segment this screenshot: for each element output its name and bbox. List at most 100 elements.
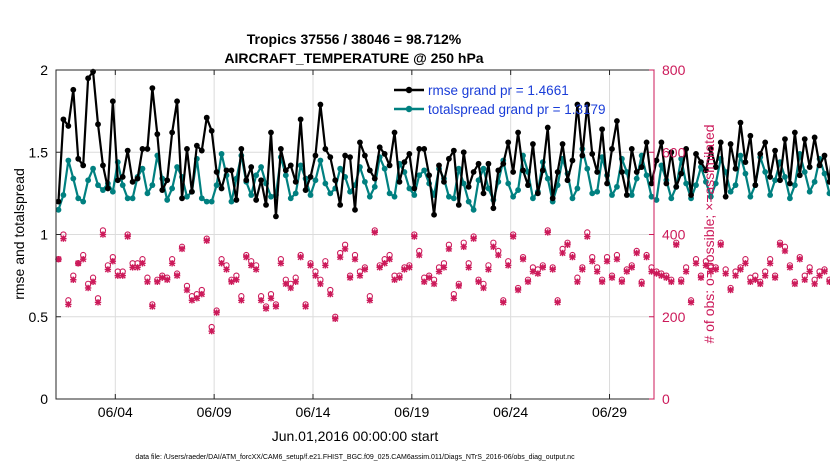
- totalspread-point: [95, 182, 101, 189]
- obs-assimilated-point: [663, 274, 670, 281]
- rmse-point: [702, 167, 709, 174]
- rmse-point: [450, 147, 457, 154]
- totalspread-point: [515, 187, 521, 193]
- totalspread-point: [762, 169, 769, 175]
- obs-assimilated-point: [252, 266, 260, 273]
- totalspread-point: [633, 175, 640, 182]
- obs-assimilated-point: [687, 299, 695, 306]
- rmse-point: [796, 172, 803, 179]
- obs-assimilated-point: [75, 260, 82, 267]
- obs-assimilated-point: [430, 280, 438, 288]
- totalspread-point: [174, 164, 180, 170]
- totalspread-point: [465, 198, 472, 205]
- rmse-point: [223, 167, 230, 174]
- totalspread-point: [628, 192, 635, 198]
- rmse-point: [253, 197, 260, 203]
- totalspread-point: [485, 185, 492, 192]
- rmse-point: [302, 187, 309, 193]
- chart-title-line2: AIRCRAFT_TEMPERATURE @ 250 hPa: [224, 50, 483, 66]
- totalspread-point: [406, 185, 413, 192]
- rmse-point: [722, 193, 729, 200]
- rmse-point: [381, 150, 388, 157]
- obs-assimilated-point: [84, 284, 92, 292]
- totalspread-point: [337, 165, 344, 172]
- totalspread-point: [455, 165, 462, 172]
- totalspread-point: [208, 198, 215, 205]
- totalspread-point: [826, 190, 830, 197]
- obs-assimilated-point: [159, 274, 166, 281]
- obs-assimilated-point: [470, 235, 477, 242]
- rmse-point: [352, 206, 358, 213]
- totalspread-point: [801, 169, 808, 175]
- totalspread-point: [361, 178, 368, 185]
- totalspread-point: [287, 195, 294, 202]
- rmse-point: [376, 144, 383, 151]
- rmse-point: [347, 154, 353, 161]
- ticks: 06/04 06/09 06/14 06/19 06/24 06/2900.511.520…: [29, 62, 686, 420]
- obs-assimilated-point: [60, 235, 67, 242]
- totalspread-point: [574, 185, 581, 192]
- rmse-point: [643, 139, 650, 146]
- rmse-point: [465, 183, 472, 190]
- rmse-point: [55, 198, 62, 205]
- rmse-point: [559, 141, 566, 147]
- totalspread-point: [712, 180, 719, 187]
- y-tick-label-right: 200: [662, 309, 686, 325]
- rmse-point: [801, 136, 808, 142]
- obs-assimilated-point: [450, 295, 458, 302]
- obs-assimilated-point: [717, 241, 724, 248]
- obs-assimilated-point: [559, 249, 566, 257]
- totalspread-point: [510, 193, 517, 200]
- rmse-point: [203, 114, 210, 121]
- rmse-point: [75, 155, 82, 162]
- obs-assimilated-point: [761, 272, 769, 279]
- rmse-point: [693, 150, 699, 157]
- obs-assimilated-point: [233, 276, 240, 283]
- obs-assimilated-point: [124, 233, 131, 240]
- rmse-point: [282, 167, 289, 174]
- x-tick-label: 06/04: [98, 404, 133, 420]
- rmse-point: [119, 174, 126, 180]
- obs-assimilated-point: [574, 278, 581, 285]
- totalspread-point: [480, 165, 487, 172]
- totalspread-point: [584, 165, 591, 172]
- totalspread-point: [821, 170, 828, 177]
- obs-assimilated-point: [341, 245, 349, 253]
- obs-assimilated-point: [682, 268, 690, 275]
- totalspread-point: [693, 182, 699, 189]
- totalspread-point: [648, 193, 655, 200]
- rmse-point: [480, 190, 487, 197]
- rmse-point: [806, 164, 813, 170]
- totalspread-point: [421, 167, 428, 174]
- obs-assimilated-point: [445, 245, 453, 253]
- totalspread-point: [70, 175, 77, 182]
- obs-assimilated-point: [317, 280, 324, 288]
- totalspread-point: [747, 193, 754, 200]
- rmse-point: [525, 182, 531, 189]
- rmse-point: [371, 175, 378, 182]
- obs-assimilated-point: [346, 274, 354, 281]
- rmse-point: [777, 177, 783, 184]
- totalspread-point: [65, 157, 72, 164]
- rmse-point: [287, 162, 294, 169]
- rmse-point: [292, 178, 299, 185]
- obs-assimilated-point: [584, 233, 591, 240]
- obs-assimilated-point: [99, 231, 107, 238]
- obs-assimilated-point: [435, 268, 443, 275]
- obs-assimilated-point: [65, 301, 72, 308]
- totalspread-point: [787, 195, 793, 202]
- totalspread-point: [90, 165, 96, 172]
- obs-assimilated-point: [539, 264, 547, 271]
- rmse-point: [396, 178, 403, 185]
- totalspread-point: [327, 190, 334, 197]
- obs-assimilated-point: [752, 276, 759, 283]
- totalspread-point: [317, 157, 324, 164]
- obs-assimilated-point: [238, 297, 245, 304]
- rmse-point: [114, 177, 121, 184]
- obs-assimilated-point: [332, 315, 339, 323]
- totalspread-point: [60, 192, 67, 198]
- obs-assimilated-point: [173, 272, 181, 279]
- totalspread-point: [149, 182, 156, 189]
- totalspread-point: [614, 183, 620, 190]
- rmse-point: [515, 129, 521, 136]
